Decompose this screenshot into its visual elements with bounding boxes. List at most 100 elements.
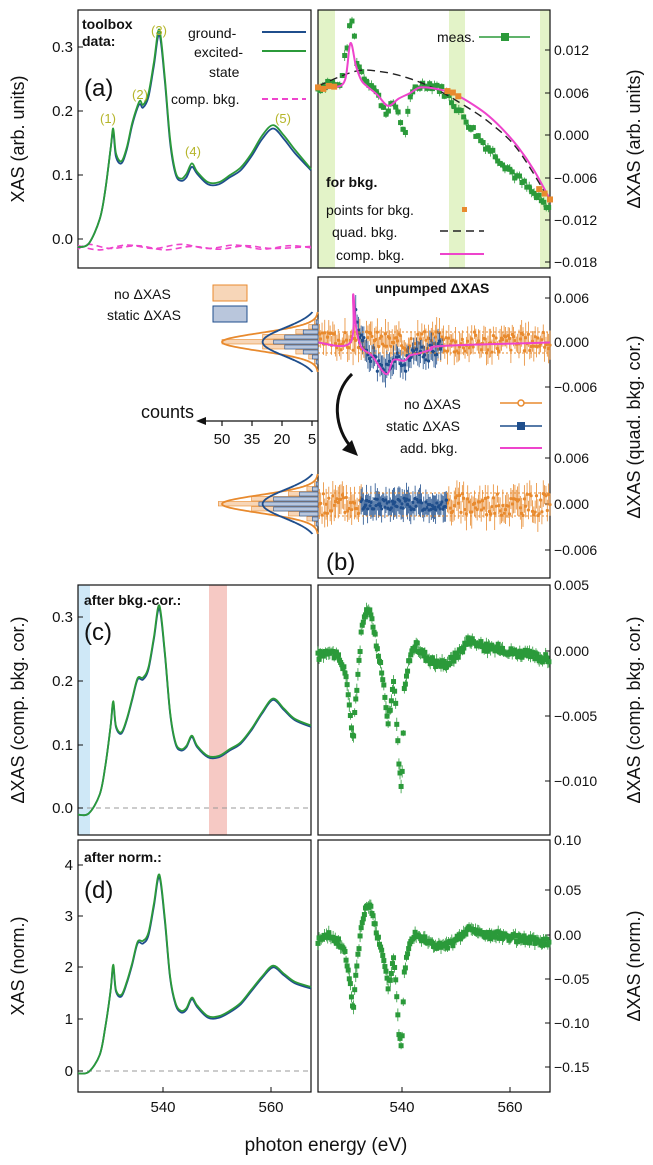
static-dxas-point [392,688,398,694]
no-dxas-point [382,344,386,348]
tick-label: 0.000 [554,496,589,512]
panel-b-bottom-plot [316,480,552,532]
meas-point [451,104,457,110]
no-dxas-point [467,500,471,504]
tick-label: 0.1 [52,737,73,754]
static-dxas-series [359,482,449,525]
tick-label: 540 [389,1099,414,1116]
meas-point [427,81,433,87]
frame-c [77,584,312,836]
static-dxas-point [378,944,384,950]
static-dxas-point [515,939,521,945]
no-dxas-point [470,337,474,341]
static-dxas-point [343,957,349,963]
static-dxas-point [404,369,408,373]
no-dxas-point [545,508,549,513]
static-dxas-point [360,338,365,343]
tick-label: 0.012 [554,42,589,58]
static-dxas-point [422,353,427,357]
legend-comp-label: comp. bkg. [171,91,239,107]
meas-point [439,84,445,90]
no-dxas-point [433,335,437,339]
static-dxas-point [372,921,378,927]
tick-label: 0.2 [52,103,73,120]
no-dxas-point [374,337,378,341]
static-dxas-point [517,648,523,654]
static-dxas-point [393,700,399,706]
peak-label-3: (3) [151,23,167,38]
tick-label: −0.010 [554,773,597,789]
no-dxas-point [540,338,544,342]
static-dxas-point [381,958,387,964]
no-dxas-point [506,504,510,508]
no-dxas-point [495,346,499,351]
no-dxas-point [394,336,398,340]
static-dxas-point [521,933,527,939]
tick-label: −0.012 [554,212,597,228]
bkg-point [315,84,321,91]
no-dxas-point [482,506,486,510]
static-dxas-point [391,955,397,961]
panel-a-title-line1: toolbox [82,16,133,32]
static-dxas-point [534,651,540,657]
meas-point [458,108,464,114]
static-dxas-point [359,622,365,628]
no-dxas-point [420,332,424,336]
frame-d-right [317,839,551,1093]
bkg-point [331,83,338,90]
no-dxas-point [507,512,512,516]
no-dxas-point [466,497,470,501]
static-dxas-point [447,661,453,667]
static-dxas-point [361,912,367,918]
no-dxas-point [340,493,344,497]
meas-point [330,79,336,85]
histogram-bar-static-top [315,319,319,325]
histogram-bar-static-bottom [258,501,319,507]
panel-a-right-plot [315,16,553,213]
no-dxas-point [347,346,351,350]
static-dxas-point [356,946,362,952]
panel-a-plot [77,28,312,251]
no-dxas-point [347,506,351,511]
no-dxas-point [501,337,505,342]
meas-point [526,184,532,190]
frame-a [77,9,312,269]
static-dxas-point [388,698,394,704]
peak-label-1: (1) [100,111,116,126]
static-dxas-point [383,705,389,711]
no-dxas-point [548,502,552,507]
no-dxas-point [451,338,455,342]
static-dxas-point [463,931,469,937]
static-dxas-point [545,942,551,948]
meas-point [398,120,404,126]
histogram-bar-static-bottom [273,496,319,502]
y-axis-label-c: ΔXAS (comp. bkg. cor.) [8,616,28,803]
histogram-bar-static-bottom [299,491,319,497]
static-dxas-point [394,355,398,359]
no-dxas-point [333,341,338,346]
static-dxas-point [359,920,365,926]
band-green-3 [540,10,550,268]
meas-point [463,119,469,125]
legend-add-label: add. bkg. [400,440,458,456]
meas-point [356,64,362,70]
static-dxas-point [368,612,374,618]
panel-c-plot [77,604,312,817]
legend-no-label: no ΔXAS [404,396,461,412]
static-dxas-point [403,673,409,679]
static-dxas-point [528,654,534,660]
static-dxas-point [397,1035,403,1041]
meas-point [521,178,527,184]
no-dxas-point [513,338,517,343]
no-dxas-point [517,498,521,502]
static-dxas-point [344,682,350,688]
tick-label: −0.05 [554,971,590,987]
static-dxas-point [429,940,435,946]
meas-point [407,94,413,100]
meas-point [485,145,491,151]
no-dxas-series [316,481,363,528]
static-dxas-point [414,347,419,352]
static-dxas-point [422,649,428,655]
static-dxas-point [336,936,342,942]
static-dxas-point [342,949,348,955]
